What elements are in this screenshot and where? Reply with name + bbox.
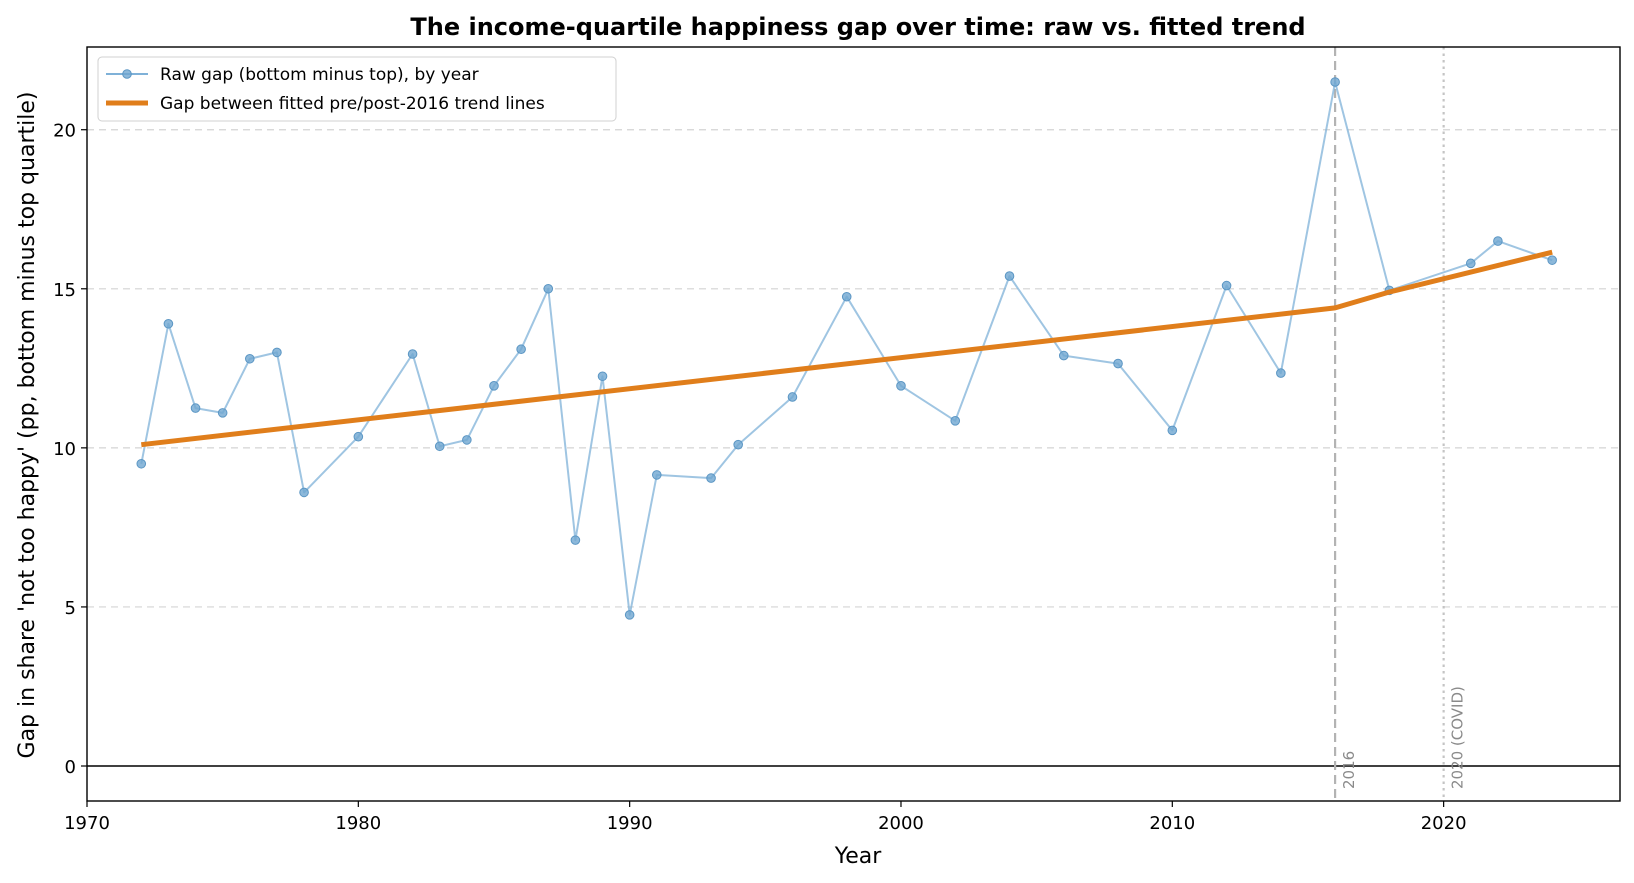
raw-gap-point	[516, 344, 526, 355]
raw-gap-point	[1547, 255, 1557, 265]
raw-gap-point	[190, 403, 201, 413]
raw-gap-point	[136, 458, 147, 469]
y-tick-label: 20	[53, 121, 76, 142]
raw-gap-point	[624, 610, 635, 620]
raw-gap-point	[1004, 271, 1015, 281]
raw-gap-point	[651, 470, 662, 480]
x-tick-label: 2000	[878, 813, 924, 834]
y-tick-label: 10	[53, 439, 76, 460]
plot-frame	[86, 46, 1621, 802]
legend-raw-label: Raw gap (bottom minus top), by year	[160, 65, 479, 85]
reference-line-label: 2020 (COVID)	[1449, 686, 1467, 789]
reference-line-label: 2016	[1340, 751, 1358, 789]
raw-gap-point	[407, 349, 418, 359]
raw-gap-point	[950, 416, 961, 426]
raw-gap-point	[1330, 77, 1340, 87]
fitted-trend-gap-line	[141, 249, 1553, 448]
y-tick-label: 5	[65, 598, 76, 619]
x-axis-label: Year	[834, 844, 883, 869]
raw-gap-point	[163, 318, 174, 329]
raw-gap-point	[244, 353, 255, 364]
x-tick-label: 1980	[335, 813, 381, 834]
raw-gap-point	[787, 392, 798, 402]
legend-box	[97, 56, 617, 122]
series-layer	[136, 77, 1557, 620]
raw-gap-point	[489, 381, 499, 391]
raw-gap-point	[299, 487, 309, 498]
raw-gap-point	[217, 408, 228, 418]
y-tick-label: 0	[65, 757, 76, 778]
raw-gap-point	[1276, 368, 1286, 378]
x-tick-label: 1970	[64, 813, 110, 834]
axis-ticks: 0 5 10 15 20 1970 1980 1990 2000 2010 2020	[53, 121, 1466, 834]
raw-gap-point	[597, 371, 608, 382]
raw-gap-point	[1113, 358, 1123, 369]
raw-gap-point	[896, 381, 906, 391]
raw-gap-point	[353, 431, 364, 442]
raw-gap-point	[434, 441, 445, 452]
grid-layer	[87, 129, 1620, 767]
raw-gap-point	[733, 439, 743, 450]
raw-gap-point	[570, 535, 581, 545]
reference-lines: 2016 2020 (COVID)	[1334, 47, 1467, 801]
x-tick-label: 2020	[1421, 813, 1467, 834]
chart-title: The income-quartile happiness gap over t…	[410, 13, 1305, 41]
y-axis-label: Gap in share 'not too happy' (pp, bottom…	[15, 92, 40, 759]
y-tick-label: 15	[53, 280, 76, 301]
raw-gap-point	[1167, 425, 1178, 436]
raw-gap-point	[1465, 258, 1476, 269]
raw-gap-point	[272, 347, 282, 358]
raw-gap-point	[706, 473, 716, 483]
raw-gap-point	[543, 283, 554, 294]
legend-fit-label: Gap between fitted pre/post-2016 trend l…	[160, 94, 545, 114]
raw-gap-point	[841, 291, 852, 302]
raw-gap-point	[1058, 350, 1069, 361]
legend-raw-swatch-marker	[122, 69, 132, 79]
raw-gap-point	[1221, 280, 1232, 291]
legend: Raw gap (bottom minus top), by year Gap b…	[97, 56, 617, 122]
raw-gap-point	[462, 435, 472, 445]
x-tick-label: 2010	[1149, 813, 1195, 834]
raw-gap-point	[1493, 236, 1503, 246]
x-tick-label: 1990	[607, 813, 653, 834]
